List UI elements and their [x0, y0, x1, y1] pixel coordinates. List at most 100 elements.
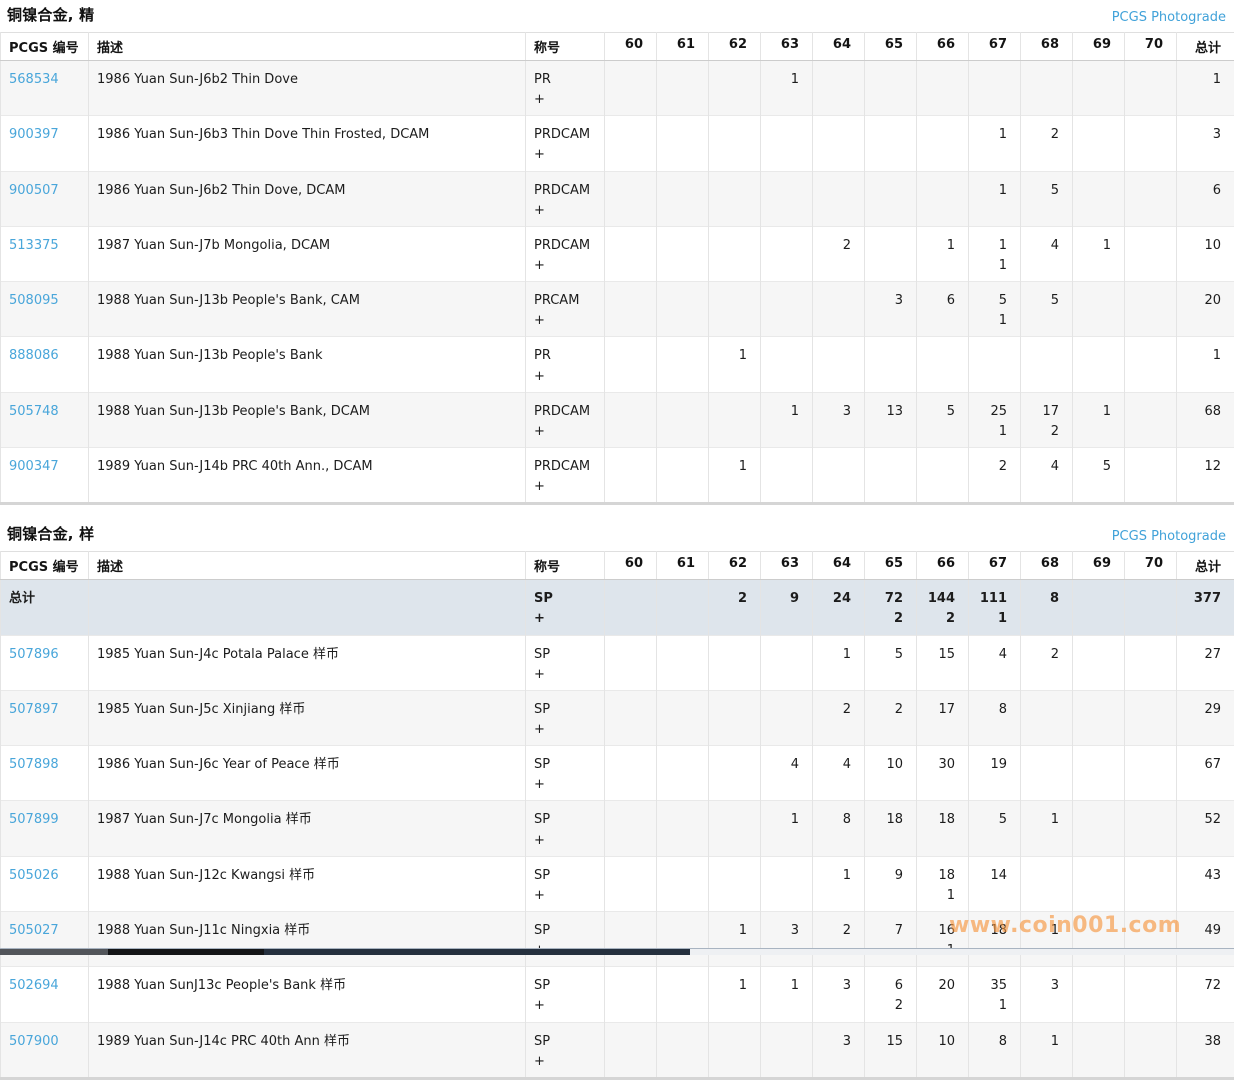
grade-count: 8 — [821, 810, 851, 830]
row-total-cell: 3 — [1177, 116, 1234, 171]
designation-cell: PRDCAM+ — [526, 116, 605, 171]
grade-cell-69 — [1073, 856, 1125, 911]
grade-cell-70 — [1125, 116, 1177, 171]
grade-count: 5 — [873, 645, 903, 665]
grade-count: 3 — [769, 921, 799, 941]
pcgs-number-cell: 505748 — [1, 392, 89, 447]
grade-count: 1 — [1029, 921, 1059, 941]
pcgs-number-link[interactable]: 507896 — [9, 647, 59, 662]
pcgs-number-link[interactable]: 505026 — [9, 868, 59, 883]
pcgs-number-link[interactable]: 502694 — [9, 978, 59, 993]
grade-count: 30 — [925, 755, 955, 775]
grade-plus-count: 1 — [977, 256, 1007, 276]
row-total-cell: 1 — [1177, 61, 1234, 116]
coin-description: 1986 Yuan Sun-J6b3 Thin Dove Thin Froste… — [89, 116, 526, 171]
coin-description: 1988 Yuan Sun-J11c Ningxia 样币 — [89, 911, 526, 966]
pcgs-number-link[interactable]: 900507 — [9, 183, 59, 198]
designation-line: + — [534, 996, 594, 1016]
row-total-cell: 67 — [1177, 746, 1234, 801]
grade-cell-64: 8 — [813, 801, 865, 856]
grade-cell-68: 2 — [1021, 116, 1073, 171]
grade-cell-66: 6 — [917, 282, 969, 337]
col-header-description: 描述 — [89, 552, 526, 580]
grade-count: 1 — [977, 125, 1007, 145]
designation-line: + — [534, 720, 594, 740]
col-header-description: 描述 — [89, 33, 526, 61]
row-total-cell: 52 — [1177, 801, 1234, 856]
pcgs-number-link[interactable]: 507898 — [9, 757, 59, 772]
grade-cell-65: 10 — [865, 746, 917, 801]
grade-cell-67: 19 — [969, 746, 1021, 801]
grade-plus-count: 1 — [977, 311, 1007, 331]
grade-cell-65 — [865, 337, 917, 392]
pcgs-number-link[interactable]: 900397 — [9, 127, 59, 142]
grade-count: 17 — [925, 700, 955, 720]
grade-cell-63 — [761, 856, 813, 911]
pcgs-number-link[interactable]: 505027 — [9, 923, 59, 938]
footer-strip — [0, 948, 1234, 955]
photograde-link[interactable]: PCGS Photograde — [1112, 10, 1226, 25]
grade-count: 10 — [925, 1032, 955, 1052]
grade-cell-62 — [709, 171, 761, 226]
col-header-grade-62: 62 — [709, 33, 761, 61]
grade-cell-70 — [1125, 746, 1177, 801]
pcgs-number-link[interactable]: 507900 — [9, 1034, 59, 1049]
grade-cell-68: 5 — [1021, 282, 1073, 337]
pcgs-number-cell: 507897 — [1, 690, 89, 745]
grade-count: 18 — [977, 921, 1007, 941]
designation-line: + — [534, 145, 594, 165]
grade-cell-63: 1 — [761, 967, 813, 1022]
grade-cell-64: 2 — [813, 690, 865, 745]
coin-description: 1988 Yuan SunJ13c People's Bank 样币 — [89, 967, 526, 1022]
coin-description: 1988 Yuan Sun-J12c Kwangsi 样币 — [89, 856, 526, 911]
grade-cell-61 — [657, 61, 709, 116]
pcgs-number-link[interactable]: 507899 — [9, 812, 59, 827]
pcgs-number-link[interactable]: 568534 — [9, 72, 59, 87]
grade-cell-63 — [761, 690, 813, 745]
pcgs-number-link[interactable]: 508095 — [9, 293, 59, 308]
grade-cell-66 — [917, 447, 969, 503]
grade-count: 1 — [821, 645, 851, 665]
grade-cell-63 — [761, 635, 813, 690]
grade-cell-70 — [1125, 635, 1177, 690]
col-header-total: 总计 — [1177, 552, 1234, 580]
grade-count: 13 — [873, 402, 903, 422]
grade-count: 1 — [769, 70, 799, 90]
grade-cell-63: 9 — [761, 580, 813, 635]
grade-cell-67: 8 — [969, 1022, 1021, 1078]
designation-line: SP — [534, 976, 594, 996]
photograde-link[interactable]: PCGS Photograde — [1112, 529, 1226, 544]
grade-cell-61 — [657, 282, 709, 337]
grade-count: 1 — [1081, 236, 1111, 256]
pcgs-number-link[interactable]: 507897 — [9, 702, 59, 717]
pcgs-number-link[interactable]: 513375 — [9, 238, 59, 253]
designation-line: SP — [534, 589, 594, 609]
pcgs-number-cell: 508095 — [1, 282, 89, 337]
grade-cell-64 — [813, 447, 865, 503]
grade-cell-60 — [605, 1022, 657, 1078]
grade-cell-63: 4 — [761, 746, 813, 801]
grade-count: 10 — [873, 755, 903, 775]
grade-count: 1 — [977, 181, 1007, 201]
pcgs-number-link[interactable]: 505748 — [9, 404, 59, 419]
grade-count: 1 — [1081, 402, 1111, 422]
grade-cell-64 — [813, 116, 865, 171]
grade-cell-62: 1 — [709, 911, 761, 966]
designation-cell: SP+ — [526, 635, 605, 690]
pcgs-number-link[interactable]: 900347 — [9, 459, 59, 474]
grade-cell-68 — [1021, 746, 1073, 801]
pcgs-number-cell: 900507 — [1, 171, 89, 226]
pcgs-number-link[interactable]: 888086 — [9, 348, 59, 363]
grade-cell-68: 3 — [1021, 967, 1073, 1022]
grade-count: 35 — [977, 976, 1007, 996]
grade-cell-62 — [709, 1022, 761, 1078]
